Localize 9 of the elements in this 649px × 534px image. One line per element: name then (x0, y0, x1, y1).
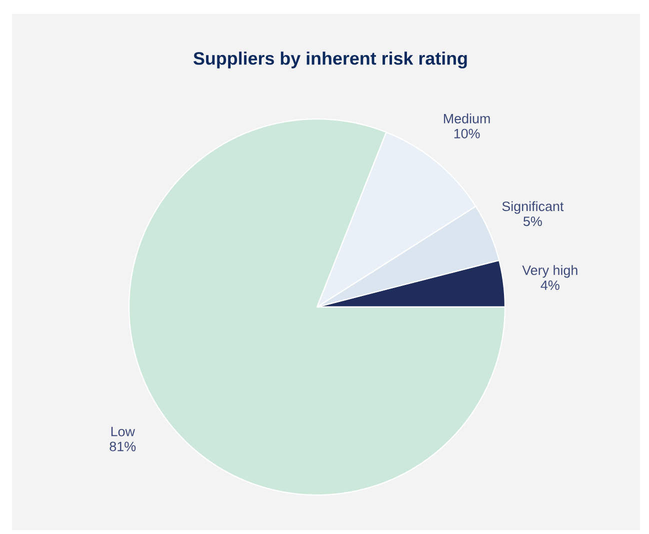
slice-label: Significant (502, 201, 564, 214)
chart-title: Suppliers by inherent risk rating (194, 52, 467, 68)
data-label: 4% (540, 280, 560, 290)
slice-label: Very high (522, 265, 578, 278)
data-label: 10% (454, 128, 480, 138)
data-label: 5% (523, 216, 542, 226)
slice-label: Low (111, 426, 136, 436)
data-label: 81% (110, 442, 136, 452)
slice-label: Medium (444, 114, 490, 124)
